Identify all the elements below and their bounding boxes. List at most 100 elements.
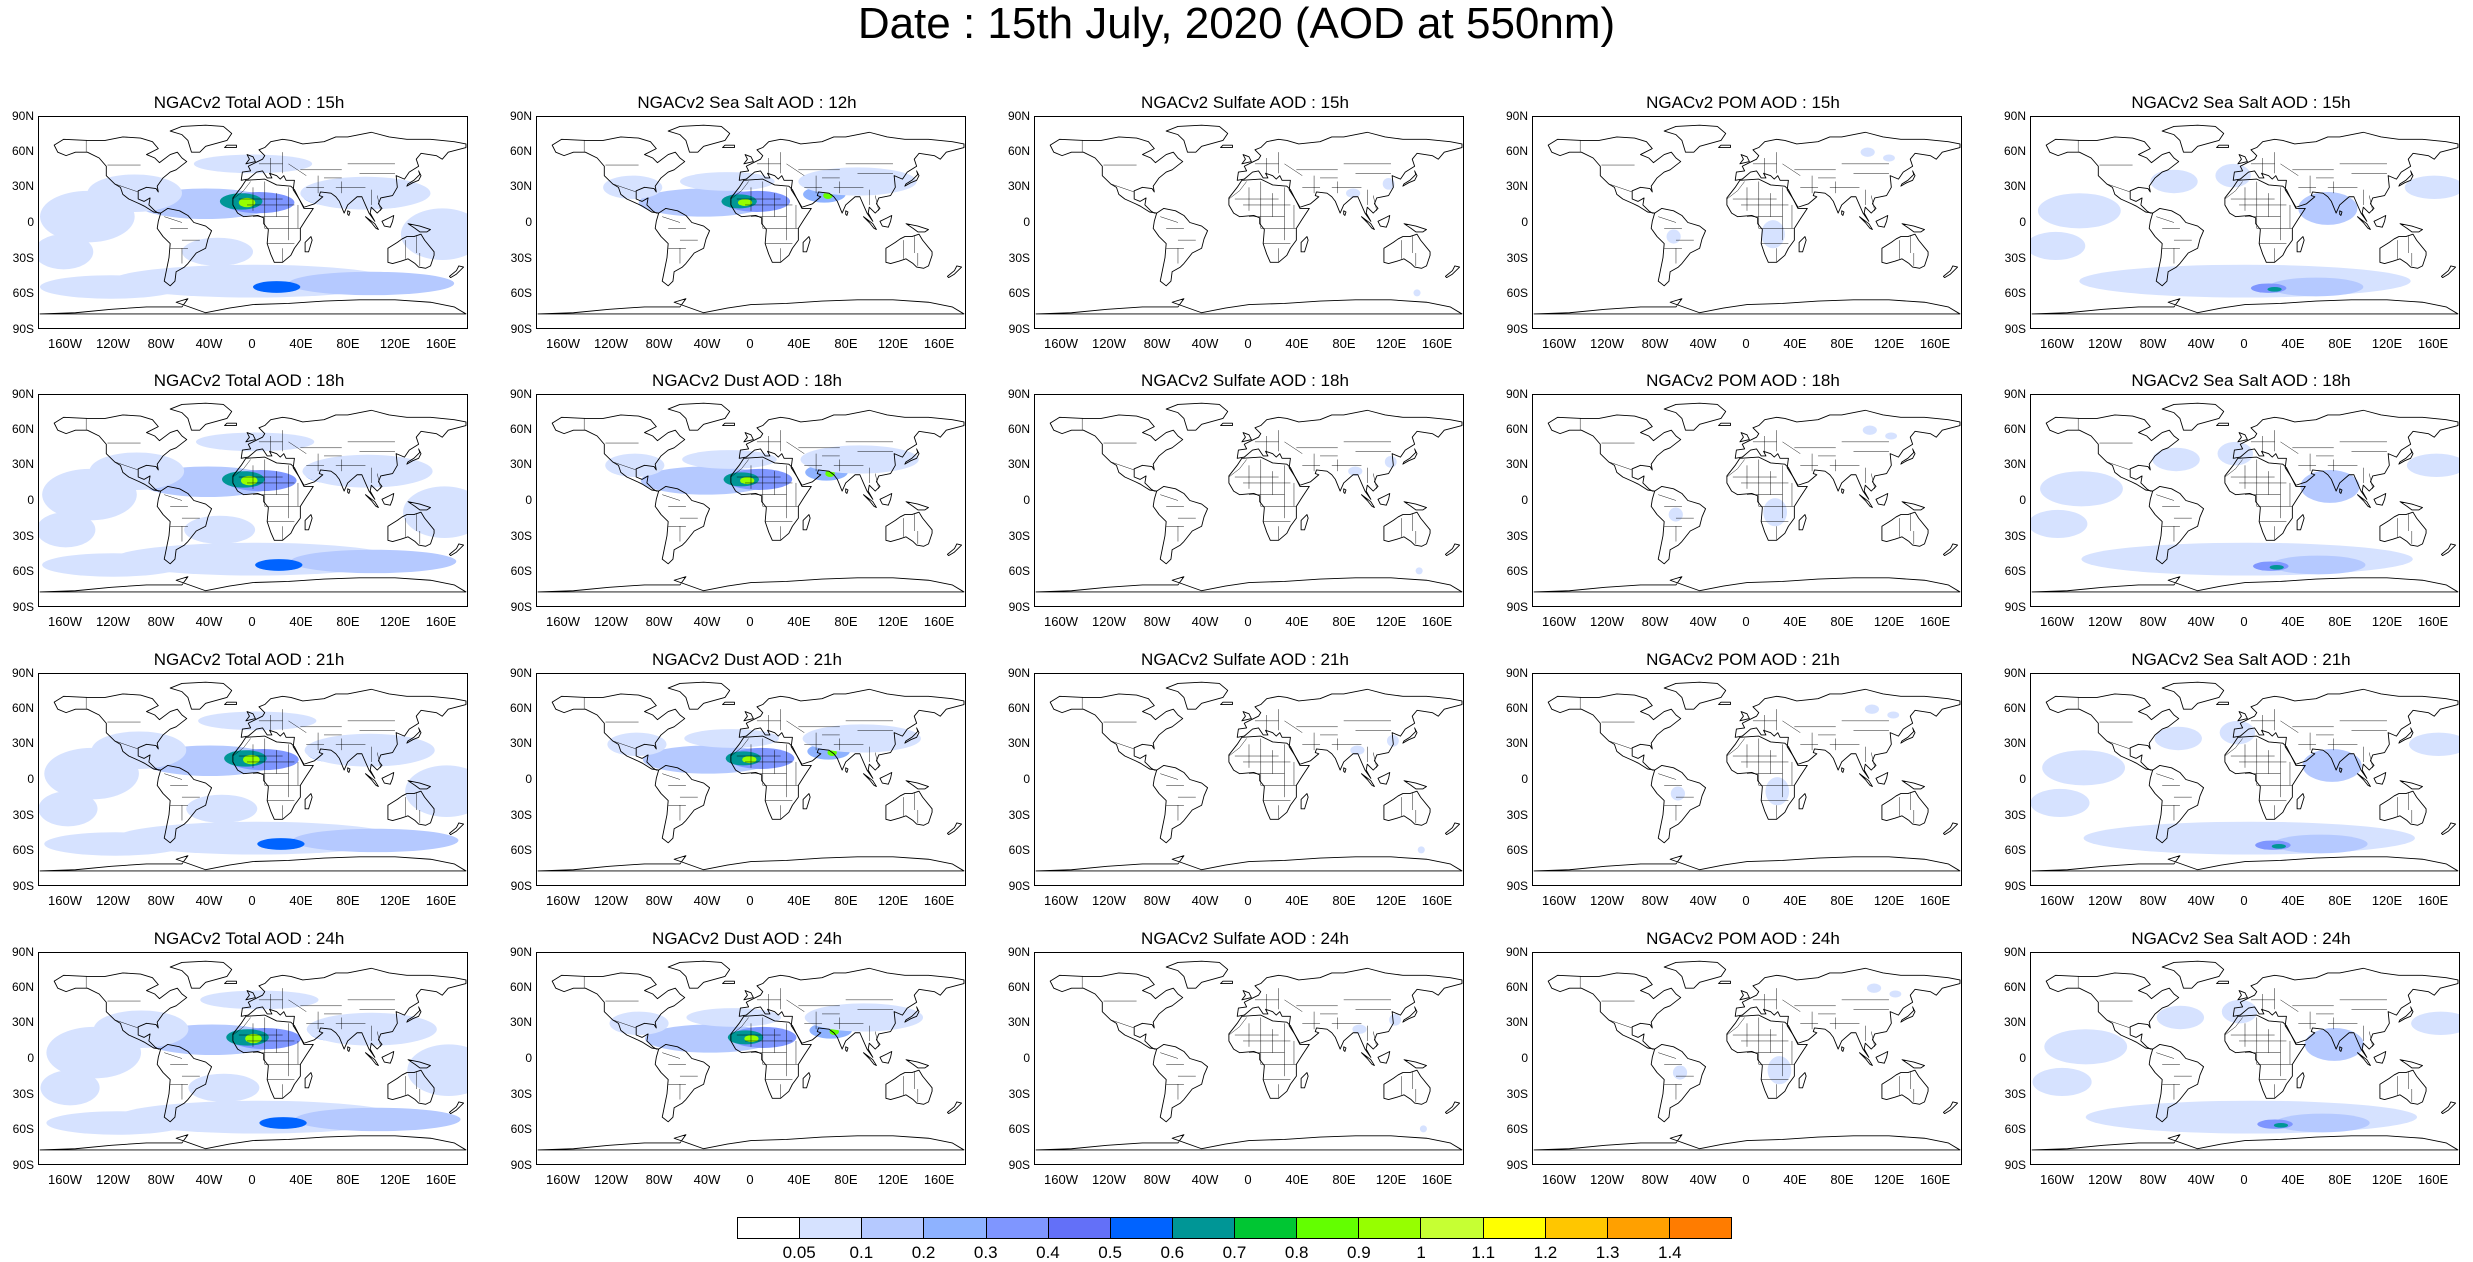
latitude-tick-label: 30S [2004, 529, 2026, 543]
colorbar-label: 1 [1416, 1243, 1426, 1262]
aod-shading [800, 445, 919, 474]
colorbar-label: 1.2 [1533, 1243, 1558, 1262]
aod-shading [2154, 726, 2202, 751]
latitude-tick-label: 30N [1505, 1015, 1528, 1029]
coastlines [1533, 124, 1961, 315]
longitude-tick-label: 40W [1689, 614, 1717, 629]
longitude-tick-label: 160W [1044, 336, 1078, 351]
latitude-tick-label: 60S [2004, 564, 2026, 578]
latitude-tick-label: 30S [12, 529, 34, 543]
latitude-tick-label: 90N [1505, 109, 1528, 123]
latitude-tick-label: 60S [1506, 286, 1528, 300]
world-map-svg [537, 960, 965, 1151]
latitude-tick-label: 30N [1007, 1015, 1030, 1029]
longitude-tick-label: 40E [289, 1172, 313, 1187]
latitude-tick-label: 60S [12, 1122, 34, 1136]
longitude-tick-label: 160W [1542, 336, 1576, 351]
latitude-tick-label: 90S [1506, 879, 1528, 893]
latitude-tick-label: 60S [510, 286, 532, 300]
latitude-tick-label: 60S [510, 1122, 532, 1136]
longitude-tick-label: 80E [336, 1172, 360, 1187]
aod-shading [1763, 498, 1787, 527]
longitude-tick-label: 0 [1244, 336, 1252, 351]
aod-shading [2406, 453, 2459, 478]
colorbar-label: 0.4 [1036, 1243, 1060, 1262]
coastlines [1035, 402, 1463, 593]
longitude-tick-label: 80W [645, 614, 673, 629]
latitude-tick-label: 0 [2019, 772, 2026, 786]
aod-shading [294, 1107, 461, 1132]
colorbar-label: 0.3 [973, 1243, 998, 1262]
aod-shading [684, 729, 779, 748]
colorbar-swatch [1172, 1218, 1235, 1238]
aod-shading [2031, 788, 2090, 818]
longitude-tick-label: 160E [1421, 1172, 1453, 1187]
longitude-tick-label: 120W [2088, 614, 2122, 629]
colorbar-label: 0.7 [1222, 1243, 1247, 1262]
longitude-tick-label: 80E [834, 336, 858, 351]
longitude-tick-label: 0 [248, 1172, 256, 1187]
aod-shading [40, 1070, 100, 1106]
colorbar-swatch [862, 1218, 925, 1238]
aod-shading [2271, 843, 2286, 849]
longitude-tick-label: 160E [1919, 1172, 1951, 1187]
aod-shading [1389, 1013, 1401, 1026]
world-map [1532, 952, 1962, 1165]
longitude-tick-label: 160E [425, 336, 457, 351]
latitude-tick-label: 90N [2003, 945, 2026, 959]
coastlines [537, 960, 965, 1151]
longitude-tick-label: 0 [1244, 893, 1252, 908]
longitude-tick-label: 160E [2417, 1172, 2449, 1187]
map-panel: NGACv2 POM AOD : 24h 90N 60N 30N 0 30S 60S 90S 1… [1494, 929, 1992, 1204]
longitude-tick-label: 0 [1244, 614, 1252, 629]
latitude-tick-label: 60S [1008, 286, 1030, 300]
latitude-tick-label: 90N [1007, 945, 1030, 959]
aod-shading [186, 794, 258, 823]
panel-title: NGACv2 Sulfate AOD : 21h [1141, 650, 1349, 669]
world-map [1532, 116, 1962, 329]
latitude-tick-label: 90N [11, 945, 34, 959]
latitude-tick-label: 30N [1007, 736, 1030, 750]
aod-shading [686, 1008, 782, 1027]
latitude-tick-label: 60S [12, 843, 34, 857]
aod-shading [1350, 745, 1365, 755]
latitude-tick-label: 90N [2003, 666, 2026, 680]
colorbar-label: 1.4 [1657, 1243, 1682, 1262]
colorbar-label: 0.6 [1160, 1243, 1185, 1262]
longitude-tick-label: 120W [1590, 893, 1624, 908]
longitude-tick-label: 120W [2088, 893, 2122, 908]
world-map [1532, 394, 1962, 607]
aod-shading [682, 450, 777, 469]
map-panel: NGACv2 Sulfate AOD : 18h 90N 60N 30N 0 30S 60S… [996, 371, 1494, 646]
colorbar-swatch [1048, 1218, 1111, 1238]
aod-shading [1668, 507, 1683, 522]
longitude-tick-label: 80W [1143, 893, 1171, 908]
panel-title: NGACv2 Total AOD : 15h [153, 93, 345, 112]
latitude-tick-label: 30N [1007, 457, 1030, 471]
longitude-tick-label: 160W [2040, 893, 2074, 908]
longitude-tick-label: 120W [1590, 1172, 1624, 1187]
aod-shading [2302, 749, 2362, 782]
longitude-tick-label: 160E [425, 893, 457, 908]
longitude-tick-label: 40W [1191, 614, 1219, 629]
latitude-tick-label: 30N [11, 1015, 34, 1029]
colorbar-label: 0.1 [849, 1243, 874, 1262]
aod-shading [39, 512, 96, 548]
latitude-tick-label: 0 [2019, 215, 2026, 229]
world-map-svg [1533, 124, 1961, 315]
longitude-tick-label: 120E [877, 893, 909, 908]
aod-shading [1346, 188, 1361, 198]
latitude-tick-label: 0 [1023, 215, 1030, 229]
aod-shading [40, 275, 183, 299]
aod-shading [1767, 1056, 1792, 1085]
aod-shading [1883, 154, 1895, 162]
longitude-tick-label: 80W [2139, 1172, 2167, 1187]
longitude-tick-label: 80W [147, 1172, 175, 1187]
aod-shading [302, 454, 433, 488]
latitude-tick-label: 30S [1008, 251, 1030, 265]
latitude-tick-label: 90N [11, 109, 34, 123]
latitude-tick-label: 0 [27, 1051, 34, 1065]
latitude-tick-label: 0 [1521, 772, 1528, 786]
longitude-tick-label: 160E [1421, 893, 1453, 908]
longitude-tick-label: 80E [2328, 614, 2352, 629]
